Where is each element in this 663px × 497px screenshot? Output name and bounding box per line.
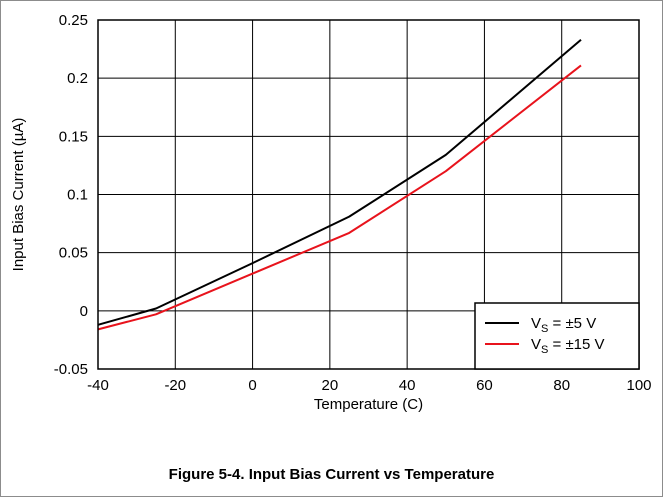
y-tick-label: 0.05 xyxy=(59,245,88,262)
x-tick-label: -20 xyxy=(164,377,186,394)
x-tick-label: 80 xyxy=(553,377,570,394)
series-line xyxy=(97,39,582,326)
y-tick-label: 0.1 xyxy=(67,187,88,204)
x-tick-label: 40 xyxy=(399,377,416,394)
y-axis-label: Input Bias Current (µA) xyxy=(10,118,27,272)
x-tick-label: 20 xyxy=(322,377,339,394)
y-tick-label: 0.25 xyxy=(59,12,88,29)
line-chart: -40 -20 0 20 40 60 80 100 -0.05 0 0.05 0.1 0.15 0.2 0… xyxy=(10,12,652,413)
y-tick-label: 0.15 xyxy=(59,128,88,145)
y-tick-label: 0.2 xyxy=(67,70,88,87)
plot-area-border xyxy=(97,19,640,370)
x-axis-label: Temperature (C) xyxy=(314,396,423,413)
x-tick-label: 100 xyxy=(626,377,651,394)
figure-caption: Figure 5-4. Input Bias Current vs Temper… xyxy=(168,466,495,483)
x-tick-labels: -40 -20 0 20 40 60 80 100 xyxy=(87,377,651,394)
x-tick-label: -40 xyxy=(87,377,109,394)
legend-label: VS = ±5 V xyxy=(531,315,596,335)
legend-label: VS = ±15 V xyxy=(531,336,605,356)
y-tick-labels: -0.05 0 0.05 0.1 0.15 0.2 0.25 xyxy=(54,12,88,378)
x-tick-label: 60 xyxy=(476,377,493,394)
series-lines xyxy=(97,39,582,331)
grid-lines xyxy=(97,19,640,370)
legend: VS = ±5 VVS = ±15 V xyxy=(474,302,640,370)
legend-box xyxy=(474,302,640,370)
x-tick-label: 0 xyxy=(248,377,256,394)
y-tick-label: -0.05 xyxy=(54,361,88,378)
y-tick-label: 0 xyxy=(80,303,88,320)
series-line xyxy=(97,64,582,331)
